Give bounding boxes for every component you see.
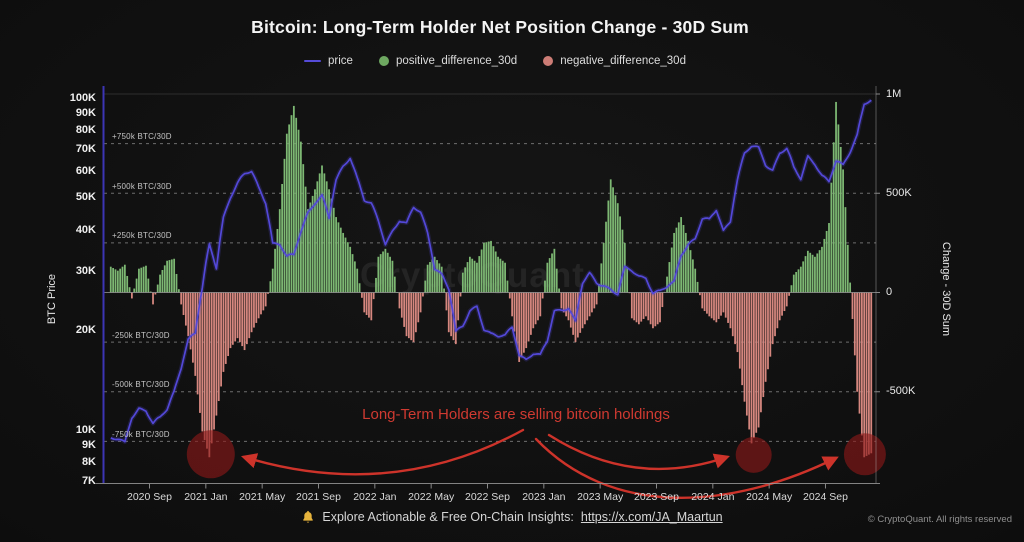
- left-axis-tick-label: 30K: [75, 265, 96, 278]
- annotation-arrow: [241, 428, 525, 476]
- left-axis-tick-label: 20K: [75, 323, 96, 336]
- legend-negative-label: negative_difference_30d: [560, 55, 686, 67]
- guide-label: -250k BTC/30D: [112, 330, 170, 340]
- legend-price-label: price: [328, 55, 353, 67]
- x-axis-tick-label: 2022 Sep: [465, 491, 510, 503]
- guide-label: -500k BTC/30D: [112, 380, 170, 390]
- x-axis-tick-label: 2022 May: [408, 491, 455, 503]
- price-line-swatch: [304, 60, 321, 62]
- x-axis-tick-label: 2020 Sep: [127, 491, 172, 503]
- legend-item-negative: negative_difference_30d: [543, 55, 686, 67]
- guide-label: -750k BTC/30D: [112, 429, 170, 439]
- sell-highlight-circle: [186, 430, 235, 479]
- left-axis-tick-label: 10K: [75, 423, 96, 436]
- footer: Explore Actionable & Free On-Chain Insig…: [0, 510, 1024, 524]
- x-axis-tick-label: 2023 Sep: [634, 491, 679, 503]
- left-axis-tick-label: 40K: [75, 223, 96, 236]
- right-axis-tick-label: -500K: [886, 385, 916, 398]
- left-axis-tick-label: 9K: [81, 438, 96, 451]
- annotation-text: Long-Term Holders are selling bitcoin ho…: [362, 406, 670, 423]
- x-axis-tick-label: 2024 May: [746, 491, 793, 503]
- x-axis-tick-label: 2023 Jan: [522, 491, 566, 503]
- legend-positive-label: positive_difference_30d: [395, 55, 518, 67]
- right-axis-tick-label: 1M: [886, 87, 902, 100]
- x-axis-tick-label: 2021 Sep: [296, 491, 341, 503]
- x-axis-tick-label: 2024 Jan: [691, 491, 735, 503]
- left-axis-title: BTC Price: [46, 273, 58, 325]
- footer-link[interactable]: https://x.com/JA_Maartun: [580, 510, 723, 524]
- left-axis-tick-label: 50K: [75, 191, 96, 204]
- left-axis-tick-label: 70K: [75, 142, 96, 155]
- x-axis-tick-label: 2024 Sep: [802, 491, 848, 503]
- watermark: CryptoQuant: [360, 256, 585, 295]
- annotation-arrow: [547, 433, 730, 471]
- left-axis-tick-label: 90K: [75, 106, 96, 119]
- left-axis-tick-label: 80K: [75, 123, 96, 136]
- positive-dot-swatch: [378, 56, 389, 66]
- x-axis-tick-label: 2021 Jan: [184, 491, 228, 503]
- x-axis-tick-label: 2022 Jan: [353, 491, 397, 503]
- right-axis-tick-label: 0: [886, 286, 893, 298]
- x-axis-tick-label: 2023 May: [577, 491, 624, 503]
- negative-dot-swatch: [543, 56, 554, 66]
- chart-title: Bitcoin: Long-Term Holder Net Position C…: [251, 17, 749, 37]
- left-axis-tick-label: 7K: [81, 474, 96, 487]
- copyright-text: © CryptoQuant. All rights reserved: [867, 514, 1012, 525]
- legend-item-price: price: [304, 55, 353, 67]
- sell-highlight-circle: [843, 433, 886, 476]
- left-axis-tick-label: 100K: [69, 91, 96, 104]
- bell-icon: [301, 510, 315, 524]
- guide-label: +250k BTC/30D: [112, 231, 172, 241]
- right-axis-tick-label: 500K: [886, 186, 912, 199]
- guide-label: +500k BTC/30D: [112, 181, 172, 191]
- left-axis-tick-label: 8K: [81, 455, 96, 468]
- sell-highlight-circle: [735, 436, 772, 473]
- annotation-arrow: [534, 437, 839, 499]
- guide-label: +750k BTC/30D: [112, 132, 172, 142]
- legend: price positive_difference_30d negative_d…: [0, 55, 990, 67]
- footer-message: Explore Actionable & Free On-Chain Insig…: [322, 510, 574, 524]
- legend-item-positive: positive_difference_30d: [378, 55, 518, 67]
- left-axis-tick-label: 60K: [75, 165, 96, 178]
- x-axis-tick-label: 2021 May: [239, 491, 286, 503]
- right-axis-title: Change - 30D Sum: [940, 241, 952, 337]
